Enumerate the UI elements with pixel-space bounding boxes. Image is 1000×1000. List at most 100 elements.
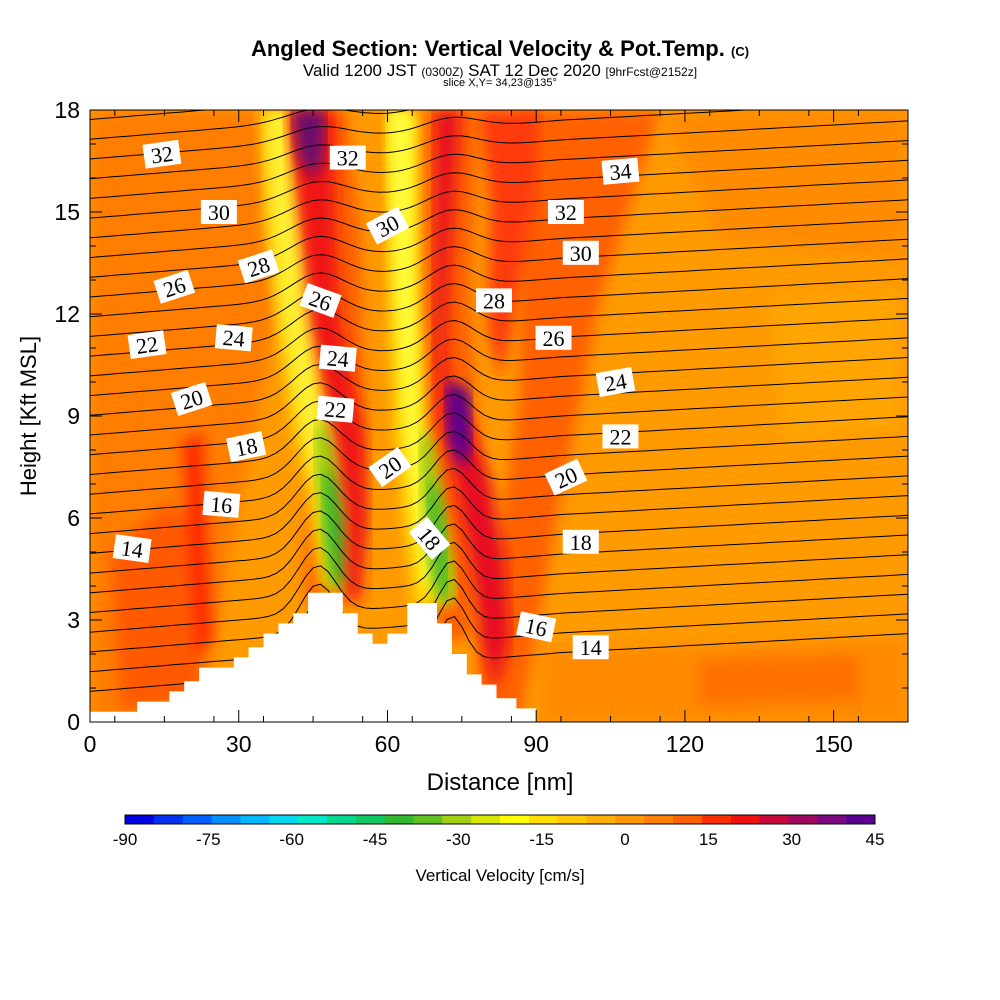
- colorbar-tick-label: 45: [866, 830, 885, 849]
- colorbar-swatch: [442, 815, 472, 824]
- y-tick-label: 18: [54, 97, 80, 123]
- contour-label: 18: [408, 516, 451, 560]
- colorbar-tick-label: -60: [279, 830, 304, 849]
- chart-subtitle: Valid 1200 JST (0300Z) SAT 12 Dec 2020 […: [0, 61, 1000, 81]
- contour-label: 34: [601, 157, 640, 185]
- colorbar-tick-label: -30: [446, 830, 471, 849]
- x-axis-label: Distance [nm]: [427, 769, 574, 796]
- contour-label-text: 30: [570, 241, 592, 266]
- terrain-profile: [90, 592, 537, 722]
- contour-label-text: 16: [523, 613, 550, 642]
- x-tick-label: 120: [666, 731, 704, 757]
- colorbar-swatch: [615, 815, 645, 824]
- colorbar-swatch: [326, 815, 357, 824]
- contour-label: 24: [214, 324, 253, 352]
- colorbar-tick-label: 30: [782, 830, 801, 849]
- contour-label: 18: [226, 431, 267, 463]
- contour-label: 24: [318, 344, 357, 372]
- contour-label-text: 32: [149, 141, 174, 169]
- y-tick-label: 6: [67, 505, 80, 531]
- colorbar-swatch: [355, 815, 386, 824]
- contour-label-text: 24: [603, 368, 629, 396]
- colorbar-swatch: [557, 815, 587, 824]
- colorbar-tick-label: -75: [196, 830, 221, 849]
- contour-label-text: 26: [543, 326, 565, 351]
- colorbar-swatch: [211, 815, 241, 824]
- y-tick-label: 15: [54, 199, 80, 225]
- contour-label: 32: [547, 200, 584, 225]
- velocity-field: [90, 110, 908, 722]
- axes: 0 30 60 90 120 150 0 3 6 9 12 15 18: [54, 97, 908, 757]
- colorbar-swatch: [182, 815, 212, 824]
- chart-title: Angled Section: Vertical Velocity & Pot.…: [0, 36, 1000, 62]
- contour-label-text: 22: [134, 331, 159, 359]
- colorbar-swatch: [730, 815, 761, 824]
- contour-label: 30: [200, 200, 237, 225]
- colorbar-tick-label: -15: [529, 830, 554, 849]
- colorbar-swatch: [500, 815, 530, 824]
- contour-label: 24: [595, 367, 636, 397]
- colorbar-swatch: [153, 815, 184, 824]
- contour-label-text: 18: [233, 433, 260, 462]
- contour-labels: 3230282624222018161432302624222018343230…: [112, 139, 640, 660]
- contour-label: 32: [142, 139, 182, 169]
- forecast-info: [9hrFcst@2152z]: [605, 65, 698, 79]
- contour-label: 32: [329, 145, 366, 171]
- x-tick-label: 30: [226, 731, 252, 757]
- colorbar-tick-label: 15: [699, 830, 718, 849]
- contour-label-text: 30: [208, 200, 230, 225]
- colorbar-tick-label: -90: [113, 830, 138, 849]
- colorbar-swatch: [644, 815, 674, 824]
- valid-label: Valid 1200 JST: [302, 61, 417, 80]
- contour-label: 22: [602, 424, 639, 449]
- contour-label: 26: [153, 269, 196, 304]
- colorbar-swatch: [269, 815, 299, 824]
- contour-label: 28: [476, 288, 513, 313]
- contour-label: 30: [562, 241, 599, 266]
- colorbar-swatch: [413, 815, 443, 824]
- colorbar-swatch: [384, 815, 414, 824]
- contour-label-text: 14: [119, 535, 144, 563]
- colorbar-swatch: [125, 815, 155, 824]
- colorbar-swatch: [759, 815, 789, 824]
- valid-utc: (0300Z): [421, 65, 464, 79]
- slice-info: slice X,Y= 34,23@135°: [443, 77, 557, 89]
- x-tick-label: 90: [523, 731, 549, 757]
- colorbar-swatch: [673, 815, 703, 824]
- colorbar-swatch: [298, 815, 328, 824]
- contour-label-text: 34: [608, 158, 632, 185]
- contour-label: 20: [170, 382, 213, 416]
- colorbar-swatch: [528, 815, 559, 824]
- x-tick-label: 0: [84, 731, 97, 757]
- colorbar-tick-label: -45: [363, 830, 388, 849]
- valid-date: SAT 12 Dec 2020: [468, 61, 601, 80]
- title-unit: (C): [731, 44, 750, 59]
- y-tick-label: 3: [67, 607, 80, 633]
- colorbar-swatch: [701, 815, 732, 824]
- contour-label-text: 18: [570, 530, 592, 555]
- colorbar-swatch: [846, 815, 876, 824]
- contour-label-text: 24: [222, 325, 246, 352]
- x-tick-label: 60: [375, 731, 401, 757]
- title-main: Angled Section: Vertical Velocity & Pot.…: [250, 36, 725, 61]
- contour-label: 18: [562, 529, 599, 555]
- colorbar-swatch: [240, 815, 270, 824]
- x-tick-label: 150: [814, 731, 852, 757]
- contour-label: 26: [299, 282, 342, 318]
- colorbar-tick-label: 0: [620, 830, 629, 849]
- y-tick-label: 0: [67, 709, 80, 735]
- contour-label-text: 22: [609, 424, 631, 449]
- y-tick-label: 9: [67, 403, 80, 429]
- contour-label: 16: [202, 490, 241, 518]
- colorbar: -90 -75 -60 -45 -30 -15 0 15 30 45: [113, 814, 885, 849]
- contour-label-text: 28: [483, 288, 505, 313]
- contour-label-text: 14: [580, 635, 602, 660]
- contour-label: 22: [127, 330, 167, 359]
- colorbar-swatch: [586, 815, 616, 824]
- y-tick-label: 12: [54, 301, 80, 327]
- contour-label-text: 22: [323, 396, 347, 423]
- contour-label: 26: [535, 325, 572, 351]
- contour-label: 16: [516, 611, 557, 643]
- contour-label: 22: [316, 395, 355, 423]
- y-axis-label: Height [Kft MSL]: [16, 336, 41, 496]
